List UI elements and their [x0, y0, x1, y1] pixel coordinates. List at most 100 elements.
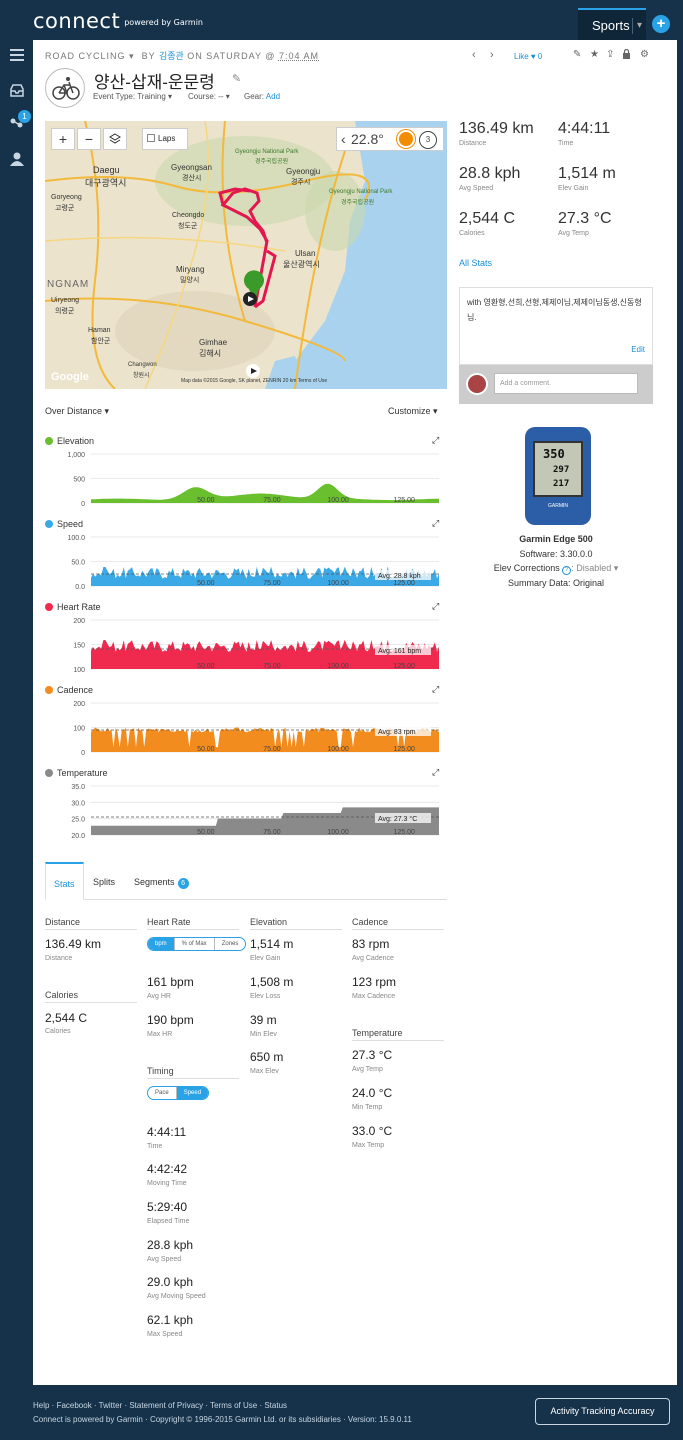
- timing-speed-option[interactable]: Speed: [176, 1087, 209, 1099]
- hr-percent-max-option[interactable]: % of Max: [175, 938, 215, 950]
- device-image: 350 297 217 GARMIN: [525, 427, 591, 525]
- lap-counter[interactable]: 3: [419, 131, 437, 149]
- speed-chart-title: Speed: [45, 519, 83, 529]
- over-distance-select[interactable]: Over Distance ▾: [45, 406, 110, 416]
- speed-ytick: 50.0: [71, 560, 85, 567]
- cadence-xtick: 75.00: [263, 746, 281, 753]
- min-elev-label: Min Elev: [250, 1031, 277, 1038]
- speed-xtick: 125.00: [393, 580, 415, 587]
- google-logo: Google: [51, 371, 89, 383]
- temperature-ytick: 25.0: [71, 817, 85, 824]
- expand-icon[interactable]: ⤢: [432, 435, 440, 445]
- customize-button[interactable]: Customize ▾: [388, 406, 438, 416]
- star-icon[interactable]: ★: [590, 49, 599, 60]
- gear-icon[interactable]: ⚙: [640, 49, 649, 60]
- sports-tab[interactable]: Sports ▾: [578, 8, 646, 40]
- menu-icon[interactable]: [9, 48, 25, 62]
- speed-chart[interactable]: 100.0 50.0 0.0 50.00 75.00 100.00 125.00 Avg: 2…: [45, 531, 447, 593]
- elevation-xtick: 50.00: [197, 497, 215, 504]
- max-temp-label: Max Temp: [352, 1142, 385, 1149]
- moving-time-label: Moving Time: [147, 1180, 187, 1187]
- lock-icon[interactable]: [622, 48, 631, 62]
- device-screen: 350 297 217: [533, 441, 583, 497]
- next-arrow-icon[interactable]: ›: [490, 49, 494, 61]
- device-software: Software: 3.30.0.0: [519, 549, 593, 559]
- activity-title[interactable]: 양산-삽재-운문령: [94, 73, 215, 92]
- map-attribution[interactable]: Map data ©2015 Google, SK planet, ZENRIN…: [181, 378, 328, 384]
- elevation-chart[interactable]: 1,000 500 0 50.00 75.00 100.00 125.00: [45, 448, 447, 510]
- add-button[interactable]: +: [652, 15, 670, 33]
- timing-pace-option[interactable]: Pace: [148, 1087, 177, 1099]
- elevation-xtick: 75.00: [263, 497, 281, 504]
- heart-avg-label: Avg: 161 bpm: [378, 648, 421, 655]
- gear-field: Gear: Add: [244, 92, 281, 101]
- like-button[interactable]: Like ♥ 0: [514, 52, 543, 61]
- activity-user-link[interactable]: 김종관: [158, 51, 184, 61]
- avg-cadence-value: 83 rpm: [352, 937, 390, 951]
- hr-zones-option[interactable]: Zones: [221, 941, 239, 947]
- layers-icon[interactable]: [103, 128, 127, 150]
- all-stats-link[interactable]: All Stats: [459, 258, 493, 268]
- cadence-xtick: 50.00: [197, 746, 215, 753]
- heart-series: [91, 639, 439, 669]
- connections-icon[interactable]: [9, 116, 25, 130]
- edit-title-icon[interactable]: ✎: [232, 73, 242, 85]
- avg-temp-label: Avg Temp: [352, 1066, 383, 1073]
- weather-temp: 22.8°: [351, 131, 384, 147]
- prev-arrow-icon[interactable]: ‹: [472, 49, 476, 61]
- expand-icon[interactable]: ⤢: [432, 767, 440, 777]
- expand-icon[interactable]: ⤢: [432, 518, 440, 528]
- gear-add-link[interactable]: Add: [265, 92, 281, 101]
- summary-time: 4:44:11 Time: [558, 120, 611, 147]
- activity-time[interactable]: 7:04 AM: [278, 51, 319, 61]
- route-map[interactable]: Daegu 대구광역시 Gyeongsan 경산시 Gyeongju 경주시 U…: [45, 121, 447, 389]
- speed-avg-label-bg: [375, 570, 431, 580]
- footer-links[interactable]: Help · Facebook · Twitter · Statement of…: [33, 1401, 288, 1410]
- sports-dropdown-icon[interactable]: ▾: [632, 18, 646, 34]
- help-icon[interactable]: ?: [562, 566, 572, 575]
- comment-input[interactable]: Add a comment.: [494, 373, 638, 394]
- hr-bpm-option[interactable]: bpm: [148, 938, 175, 950]
- zoom-out-button[interactable]: −: [77, 128, 101, 150]
- inbox-icon[interactable]: [9, 84, 25, 98]
- cadence-chart[interactable]: 200 100 0 50.00 75.00 100.00 125.00 Avg: 83 rpm: [45, 697, 447, 759]
- temperature-ytick: 30.0: [71, 800, 85, 807]
- expand-icon[interactable]: ⤢: [432, 684, 440, 694]
- activity-notes: with 영환형,선희,선형,제제이님,제제이님동생,신동형님. Edit: [459, 287, 653, 365]
- cadence-ytick: 100: [73, 726, 85, 733]
- notification-badge: 1: [18, 110, 31, 123]
- temperature-xtick: 100.00: [327, 829, 349, 836]
- heart-ytick: 200: [73, 618, 85, 625]
- max-cadence-value: 123 rpm: [352, 975, 397, 989]
- edit-notes-link[interactable]: Edit: [631, 345, 645, 354]
- temperature-chart[interactable]: 35.0 30.0 25.0 20.0 50.00 75.00 100.00 125.00 Av…: [45, 780, 447, 842]
- activity-tracking-accuracy-button[interactable]: Activity Tracking Accuracy: [535, 1398, 670, 1425]
- min-elev-value: 39 m: [250, 1013, 277, 1027]
- cadence-ytick: 0: [81, 750, 85, 757]
- expand-icon[interactable]: ⤢: [432, 601, 440, 611]
- edit-icon[interactable]: ✎: [573, 49, 582, 60]
- event-type[interactable]: Event Type: Training ▾: [93, 92, 173, 101]
- profile-icon[interactable]: [9, 152, 25, 166]
- cadence-xtick: 100.00: [327, 746, 349, 753]
- elev-corrections-select[interactable]: Disabled ▾: [576, 563, 619, 573]
- elevation-heading: Elevation: [250, 917, 342, 930]
- share-icon[interactable]: ⇪: [606, 49, 615, 60]
- comment-bar: Add a comment.: [459, 365, 653, 404]
- hr-unit-toggle: bpm % of Max Zones: [147, 937, 247, 951]
- tab-splits[interactable]: Splits: [93, 877, 116, 887]
- connect-logo[interactable]: connect powered by Garmin: [33, 9, 204, 33]
- course-select[interactable]: Course: -- ▾: [188, 92, 230, 101]
- heart-rate-chart[interactable]: 200 150 100 50.00 75.00 100.00 125.00 Avg: 161 …: [45, 614, 447, 676]
- device-name: Garmin Edge 500: [519, 534, 593, 544]
- tab-segments[interactable]: Segments 6: [134, 862, 189, 900]
- tab-stats[interactable]: Stats: [45, 862, 84, 900]
- activity-type[interactable]: ROAD CYCLING: [45, 51, 126, 61]
- cadence-avg-label-bg: [375, 726, 431, 736]
- summary-elev-gain: 1,514 m Elev Gain: [558, 165, 616, 192]
- map-back-icon[interactable]: ‹: [341, 131, 346, 147]
- laps-checkbox[interactable]: [147, 134, 155, 142]
- zoom-in-button[interactable]: +: [51, 128, 75, 150]
- moving-time-value: 4:42:42: [147, 1162, 188, 1176]
- laps-toggle[interactable]: Laps: [142, 128, 188, 150]
